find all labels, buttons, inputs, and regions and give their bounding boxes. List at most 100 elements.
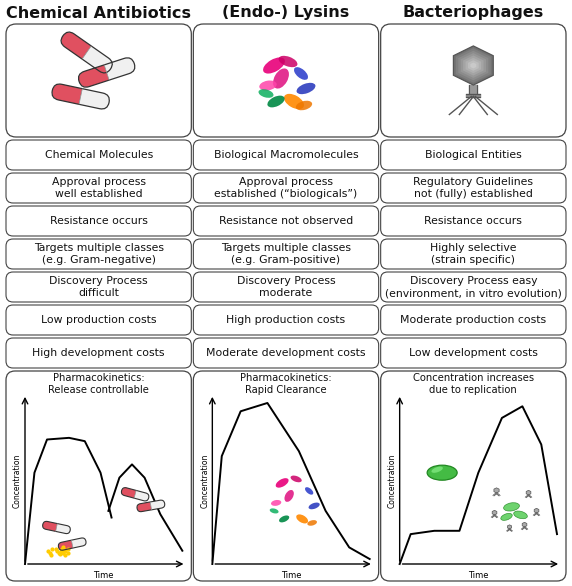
Text: Approval process
well established: Approval process well established: [51, 177, 146, 199]
Text: Concentration: Concentration: [388, 454, 396, 508]
FancyBboxPatch shape: [381, 305, 566, 335]
Ellipse shape: [279, 56, 297, 67]
Polygon shape: [458, 51, 488, 80]
Ellipse shape: [308, 503, 320, 509]
Ellipse shape: [296, 515, 308, 523]
FancyBboxPatch shape: [6, 140, 191, 170]
Text: Discovery Process
moderate: Discovery Process moderate: [237, 276, 335, 298]
Polygon shape: [463, 56, 483, 76]
Ellipse shape: [118, 58, 134, 74]
FancyBboxPatch shape: [381, 140, 566, 170]
Ellipse shape: [259, 89, 273, 98]
Text: High development costs: High development costs: [33, 348, 165, 358]
Bar: [150, 500, 161, 510]
Bar: [125, 488, 136, 498]
Ellipse shape: [514, 511, 527, 519]
Ellipse shape: [141, 493, 149, 501]
Text: Moderate development costs: Moderate development costs: [206, 348, 366, 358]
Ellipse shape: [296, 101, 312, 110]
Bar: [55, 523, 67, 533]
Ellipse shape: [305, 487, 313, 495]
Ellipse shape: [279, 516, 289, 522]
Text: Concentration: Concentration: [13, 454, 22, 508]
Ellipse shape: [501, 513, 513, 520]
Text: Targets multiple classes
(e.g. Gram-positive): Targets multiple classes (e.g. Gram-posi…: [221, 243, 351, 265]
Ellipse shape: [284, 94, 304, 109]
Bar: [79, 88, 103, 108]
FancyBboxPatch shape: [193, 338, 379, 368]
Ellipse shape: [137, 503, 145, 512]
Text: Concentration increases
due to replication: Concentration increases due to replicati…: [413, 373, 534, 395]
FancyBboxPatch shape: [381, 24, 566, 137]
Bar: [82, 46, 109, 71]
Text: Pharmacokinetics:
Rapid Clearance: Pharmacokinetics: Rapid Clearance: [240, 373, 332, 395]
Bar: [58, 84, 82, 104]
Text: Targets multiple classes
(e.g. Gram-negative): Targets multiple classes (e.g. Gram-nega…: [34, 243, 164, 265]
Ellipse shape: [93, 93, 109, 109]
FancyBboxPatch shape: [381, 206, 566, 236]
Text: Discovery Process easy
(environment, in vitro evolution): Discovery Process easy (environment, in …: [385, 276, 562, 298]
Bar: [140, 502, 152, 512]
Ellipse shape: [427, 465, 457, 480]
FancyBboxPatch shape: [381, 173, 566, 203]
Text: Resistance occurs: Resistance occurs: [50, 216, 148, 226]
Text: Low development costs: Low development costs: [409, 348, 538, 358]
Ellipse shape: [61, 32, 77, 49]
Text: Resistance occurs: Resistance occurs: [424, 216, 522, 226]
Text: (Endo-) Lysins: (Endo-) Lysins: [223, 5, 349, 21]
FancyBboxPatch shape: [193, 206, 379, 236]
FancyBboxPatch shape: [6, 272, 191, 302]
Ellipse shape: [276, 478, 289, 488]
FancyBboxPatch shape: [6, 338, 191, 368]
Text: Time: Time: [281, 571, 301, 580]
Polygon shape: [507, 525, 511, 529]
Polygon shape: [492, 510, 497, 515]
FancyBboxPatch shape: [381, 338, 566, 368]
Text: Low production costs: Low production costs: [41, 315, 156, 325]
Ellipse shape: [79, 71, 95, 87]
FancyBboxPatch shape: [193, 140, 379, 170]
Ellipse shape: [296, 83, 315, 94]
Polygon shape: [468, 60, 479, 71]
Bar: [46, 522, 57, 532]
Polygon shape: [456, 48, 491, 83]
FancyBboxPatch shape: [381, 371, 566, 581]
FancyBboxPatch shape: [381, 239, 566, 269]
Ellipse shape: [267, 96, 285, 107]
Text: Biological Macromolecules: Biological Macromolecules: [214, 150, 358, 160]
Bar: [84, 65, 109, 87]
Bar: [62, 540, 73, 550]
FancyBboxPatch shape: [6, 173, 191, 203]
Text: Biological Entities: Biological Entities: [425, 150, 522, 160]
Bar: [104, 59, 129, 80]
FancyBboxPatch shape: [193, 371, 379, 581]
Ellipse shape: [157, 500, 165, 508]
Ellipse shape: [431, 466, 443, 473]
Ellipse shape: [273, 69, 289, 88]
Ellipse shape: [503, 503, 519, 511]
Ellipse shape: [52, 84, 68, 100]
Text: Highly selective
(strain specific): Highly selective (strain specific): [430, 243, 517, 265]
Text: Chemical Molecules: Chemical Molecules: [45, 150, 153, 160]
Polygon shape: [460, 53, 486, 78]
Ellipse shape: [270, 509, 279, 513]
Ellipse shape: [259, 80, 277, 90]
Ellipse shape: [62, 526, 70, 534]
Text: Approval process
established (“biologicals”): Approval process established (“biologica…: [214, 177, 358, 199]
Text: Resistance not observed: Resistance not observed: [219, 216, 353, 226]
FancyBboxPatch shape: [193, 305, 379, 335]
Bar: [134, 490, 146, 500]
Ellipse shape: [271, 500, 281, 506]
FancyBboxPatch shape: [193, 239, 379, 269]
Ellipse shape: [121, 488, 129, 496]
Polygon shape: [466, 58, 481, 73]
Polygon shape: [534, 508, 539, 513]
Text: Time: Time: [468, 571, 488, 580]
Text: Pharmacokinetics:
Release controllable: Pharmacokinetics: Release controllable: [48, 373, 149, 395]
Ellipse shape: [263, 57, 285, 74]
FancyBboxPatch shape: [193, 24, 379, 137]
Polygon shape: [522, 522, 527, 527]
FancyBboxPatch shape: [381, 272, 566, 302]
FancyBboxPatch shape: [6, 239, 191, 269]
Polygon shape: [526, 490, 531, 495]
